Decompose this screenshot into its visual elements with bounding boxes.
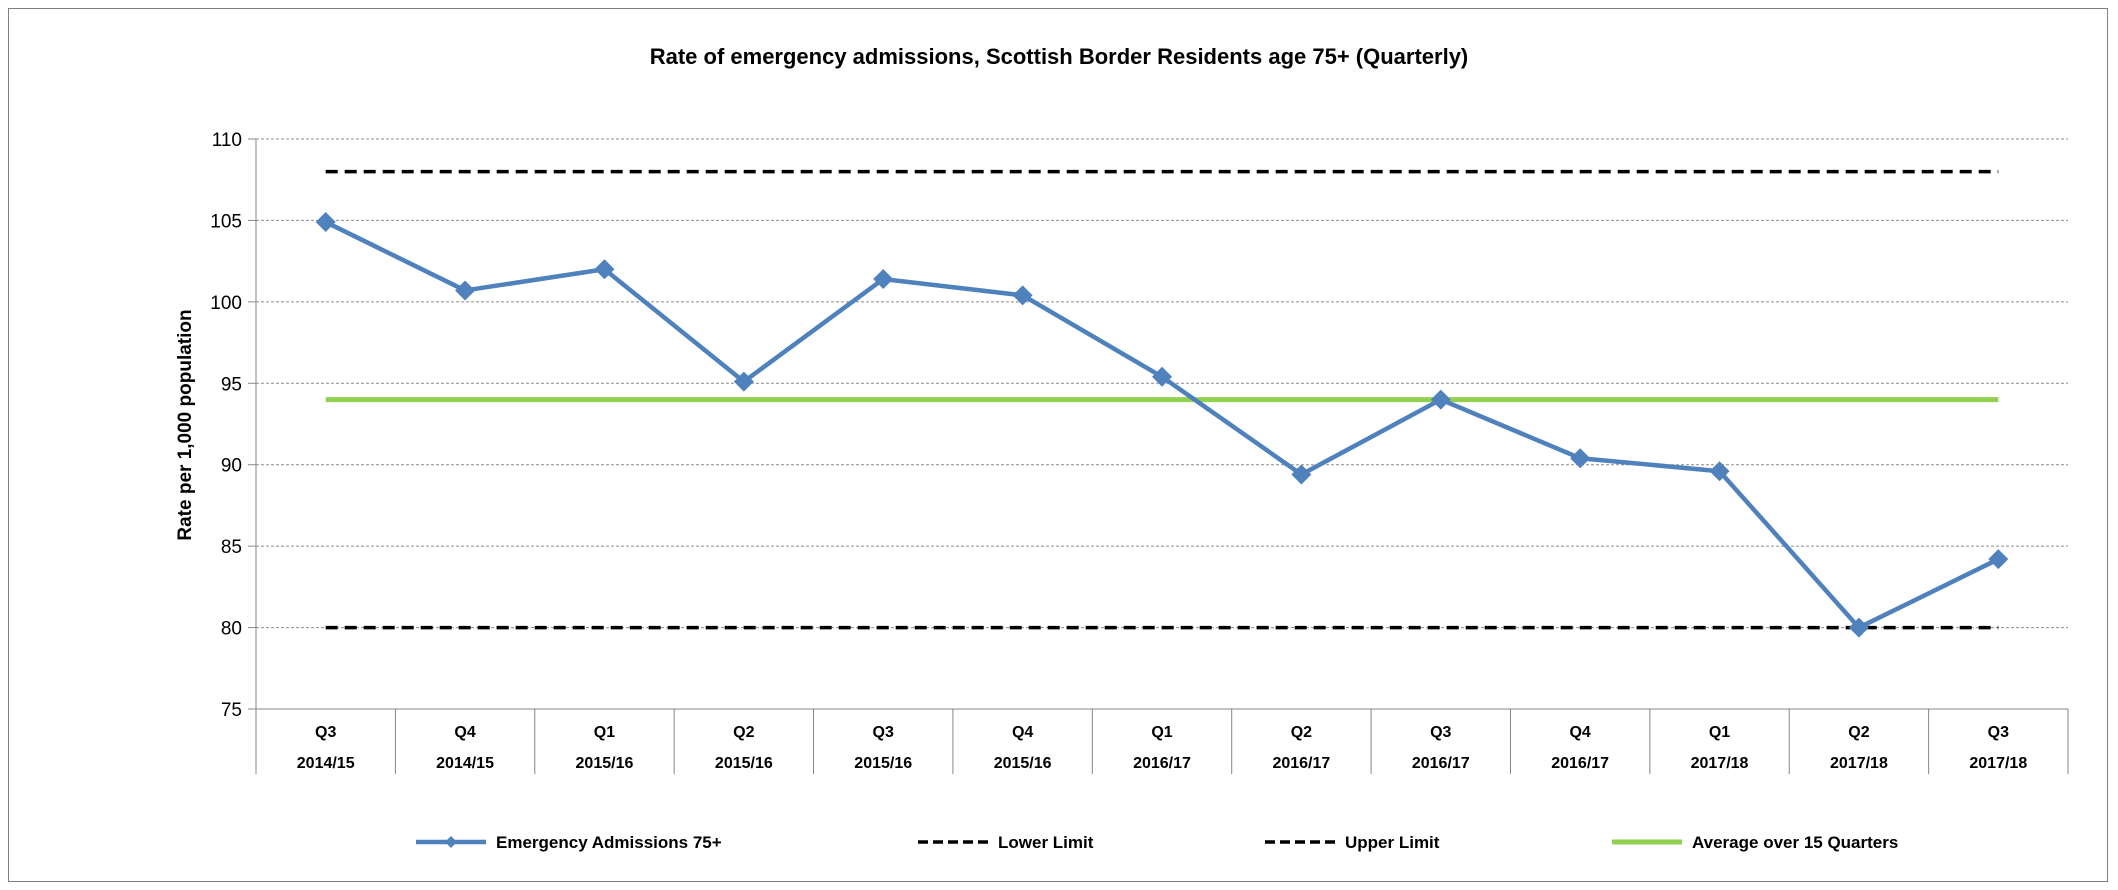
- legend-label: Lower Limit: [998, 833, 1094, 852]
- x-category-year: 2016/17: [1133, 755, 1191, 772]
- data-point-marker: [1988, 549, 2009, 570]
- x-category-year: 2015/16: [854, 755, 912, 772]
- data-series: [315, 212, 2009, 638]
- data-point-marker: [1430, 389, 1451, 410]
- x-category-year: 2015/16: [576, 755, 634, 772]
- x-category-year: 2015/16: [715, 755, 773, 772]
- legend-label: Upper Limit: [1345, 833, 1440, 852]
- x-category-quarter: Q3: [1988, 724, 2009, 741]
- legend-marker: [445, 836, 457, 848]
- x-category-quarter: Q1: [1151, 724, 1172, 741]
- y-tick-label: 105: [210, 211, 242, 232]
- legend: Emergency Admissions 75+ Lower Limit Upper…: [416, 833, 1898, 852]
- chart-title: Rate of emergency admissions, Scottish B…: [649, 44, 1469, 69]
- y-axis-label: Rate per 1,000 population: [175, 309, 196, 540]
- data-point-marker: [1570, 448, 1591, 469]
- x-category-year: 2014/15: [436, 755, 494, 772]
- x-category-quarter: Q4: [454, 724, 475, 741]
- x-category-quarter: Q4: [1012, 724, 1033, 741]
- x-category-year: 2016/17: [1551, 755, 1609, 772]
- x-category-year: 2017/18: [1691, 755, 1749, 772]
- legend-label: Average over 15 Quarters: [1692, 833, 1898, 852]
- data-point-marker: [315, 212, 336, 233]
- x-category-year: 2017/18: [1969, 755, 2027, 772]
- x-axis-categories: Q3 2014/15 Q4 2014/15 Q1 2015/16 Q2 2015/16 Q3 20…: [297, 724, 2028, 772]
- data-point-marker: [873, 269, 894, 290]
- x-category-quarter: Q2: [1848, 724, 1869, 741]
- data-point-marker: [1291, 464, 1312, 485]
- data-point-marker: [594, 259, 615, 280]
- chart-frame: [8, 8, 2108, 882]
- data-point-marker: [733, 371, 754, 392]
- data-point-marker: [455, 280, 476, 301]
- y-tick-label: 110: [212, 130, 242, 151]
- data-point-marker: [1152, 366, 1172, 387]
- legend-label: Emergency Admissions 75+: [496, 833, 722, 852]
- x-category-year: 2016/17: [1412, 755, 1470, 772]
- reference-lines: [325, 169, 1999, 630]
- x-category-quarter: Q3: [1430, 724, 1451, 741]
- x-category-quarter: Q3: [873, 724, 894, 741]
- x-category-quarter: Q2: [1291, 724, 1312, 741]
- y-tick-label: 100: [210, 293, 242, 314]
- x-category-quarter: Q3: [315, 724, 336, 741]
- x-category-year: 2016/17: [1272, 755, 1330, 772]
- data-point-marker: [1848, 617, 1869, 638]
- x-category-quarter: Q1: [1709, 724, 1730, 741]
- data-point-marker: [1012, 285, 1033, 306]
- x-category-quarter: Q2: [733, 724, 754, 741]
- y-tick-label: 90: [221, 456, 242, 477]
- y-tick-label: 95: [221, 374, 242, 395]
- x-category-year: 2014/15: [297, 755, 355, 772]
- x-category-year: 2017/18: [1830, 755, 1888, 772]
- emergency-admissions-line: [324, 220, 2000, 630]
- y-tick-label: 75: [221, 700, 242, 721]
- y-tick-label: 85: [221, 537, 242, 558]
- data-point-marker: [1709, 461, 1730, 482]
- y-tick-label: 80: [221, 619, 242, 640]
- x-category-quarter: Q1: [594, 724, 615, 741]
- x-category-quarter: Q4: [1569, 724, 1590, 741]
- axes: [248, 138, 2069, 774]
- x-category-year: 2015/16: [994, 755, 1052, 772]
- gridlines: [256, 138, 2068, 629]
- y-axis-ticks: 75 80 85 90 95 100 105 110: [210, 130, 242, 721]
